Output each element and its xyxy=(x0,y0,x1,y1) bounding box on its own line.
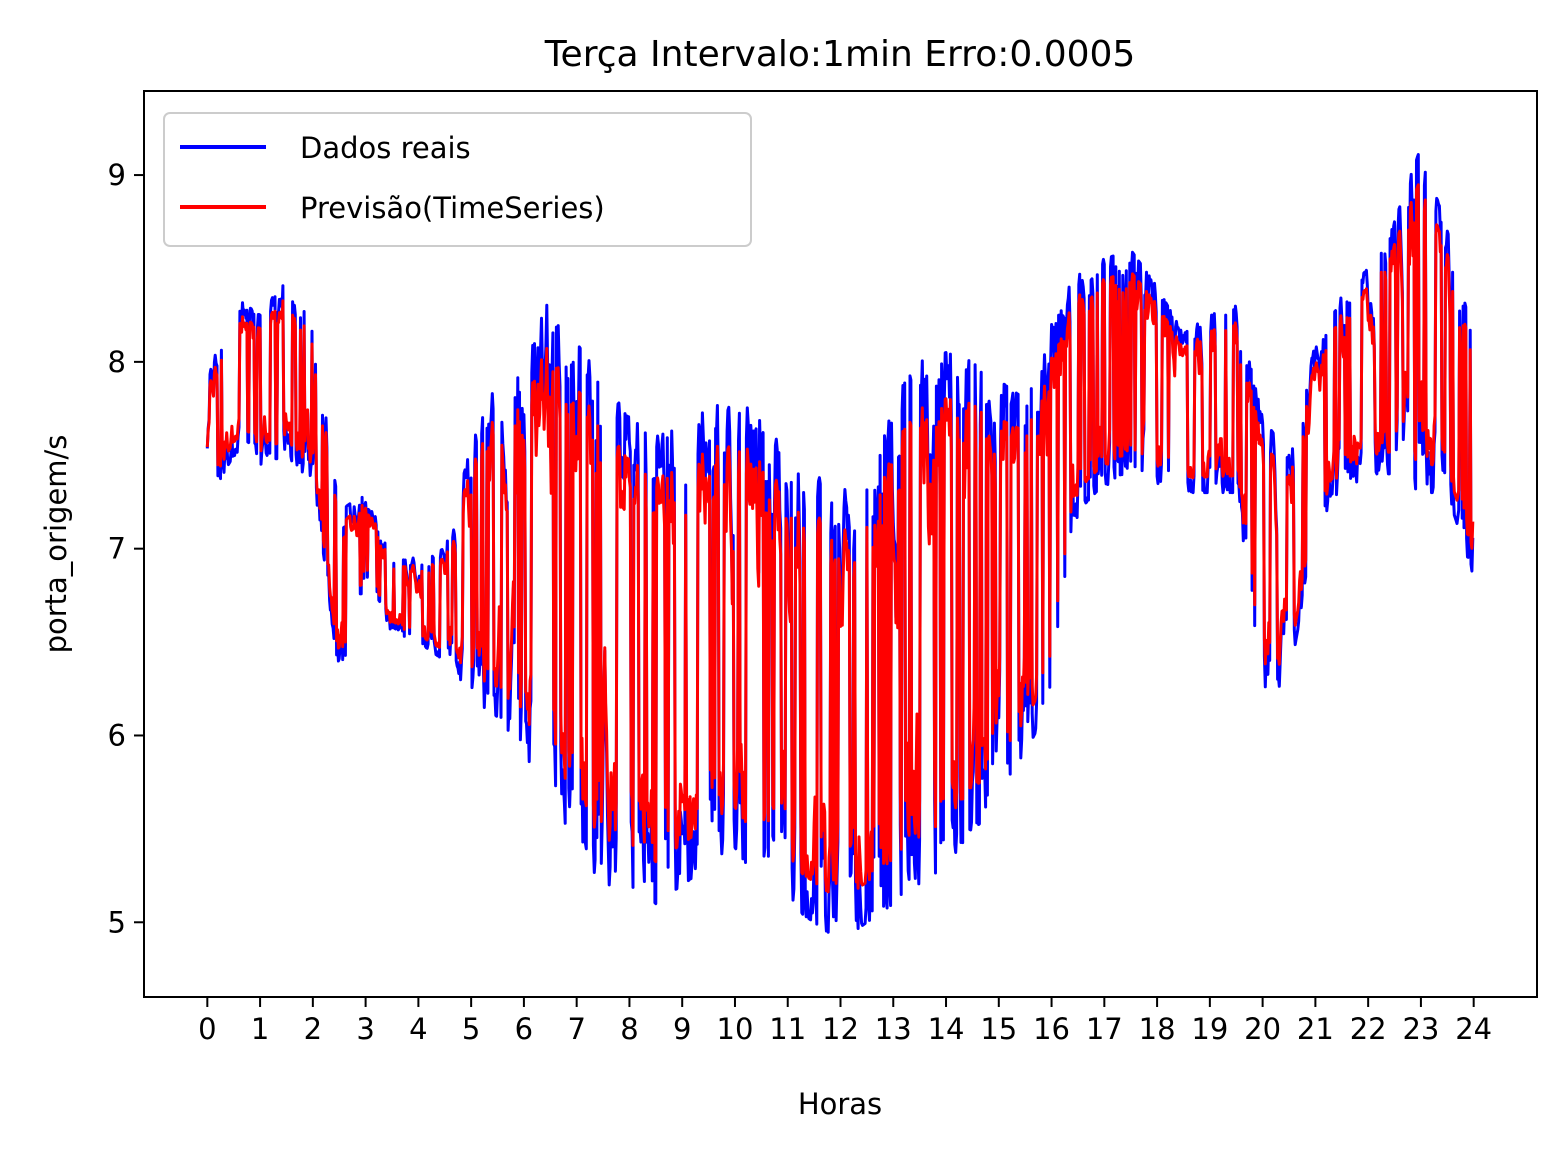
x-tick-label: 11 xyxy=(769,1012,806,1046)
x-tick-label: 21 xyxy=(1297,1012,1334,1046)
x-tick-label: 8 xyxy=(620,1012,638,1046)
x-axis-label: Horas xyxy=(798,1087,882,1121)
x-tick-label: 16 xyxy=(1033,1012,1070,1046)
x-tick-label: 7 xyxy=(567,1012,585,1046)
legend: Dados reais Previsão(TimeSeries) xyxy=(163,112,752,247)
legend-label-previsao: Previsão(TimeSeries) xyxy=(300,191,605,225)
x-tick-label: 9 xyxy=(673,1012,691,1046)
x-tick-label: 20 xyxy=(1244,1012,1281,1046)
x-tick-label: 2 xyxy=(304,1012,322,1046)
x-tick-label: 10 xyxy=(717,1012,754,1046)
x-tick-label: 3 xyxy=(356,1012,374,1046)
x-tick-label: 24 xyxy=(1455,1012,1492,1046)
y-axis-label: porta_origem/s xyxy=(39,435,73,654)
series-layer xyxy=(205,153,1475,934)
y-tick-label: 8 xyxy=(108,345,126,379)
x-tick-label: 1 xyxy=(251,1012,269,1046)
x-tick-label: 23 xyxy=(1402,1012,1439,1046)
y-tick-label: 6 xyxy=(108,718,126,752)
y-tick-label: 5 xyxy=(108,905,126,939)
chart-title: Terça Intervalo:1min Erro:0.0005 xyxy=(544,34,1136,75)
x-tick-label: 15 xyxy=(980,1012,1017,1046)
x-tick-label: 12 xyxy=(822,1012,859,1046)
y-tick-label: 9 xyxy=(108,158,126,192)
x-tick-label: 18 xyxy=(1139,1012,1176,1046)
x-tick-label: 19 xyxy=(1191,1012,1228,1046)
x-tick-label: 14 xyxy=(928,1012,965,1046)
x-tick-label: 5 xyxy=(462,1012,480,1046)
x-tick-label: 22 xyxy=(1350,1012,1387,1046)
series-line-previsao xyxy=(205,183,1475,894)
legend-label-dados-reais: Dados reais xyxy=(300,131,471,165)
legend-box xyxy=(163,112,752,247)
y-tick-label: 7 xyxy=(108,532,126,566)
x-tick-label: 17 xyxy=(1086,1012,1123,1046)
x-tick-label: 4 xyxy=(409,1012,427,1046)
x-tick-label: 6 xyxy=(515,1012,533,1046)
x-tick-label: 13 xyxy=(875,1012,912,1046)
y-axis: 5 6 7 8 9 xyxy=(108,158,144,939)
x-axis: 0 1 2 3 4 5 6 7 8 9 10 11 12 13 14 15 16 17 18 19 20 21 22 23 24 xyxy=(198,997,1492,1046)
x-tick-label: 0 xyxy=(198,1012,216,1046)
